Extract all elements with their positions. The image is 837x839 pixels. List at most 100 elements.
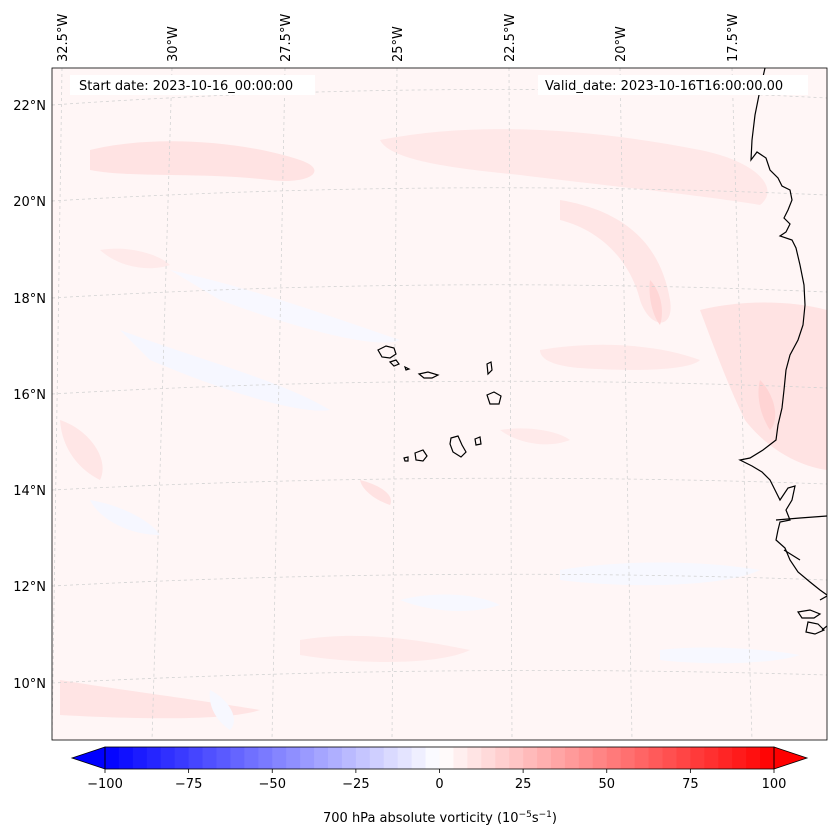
colorbar-segment: [467, 747, 482, 769]
colorbar-segment: [453, 747, 468, 769]
lat-label: 20°N: [13, 195, 46, 210]
colorbar-segment: [160, 747, 176, 769]
colorbar-segment: [105, 747, 120, 769]
colorbar-extend-max: [773, 746, 809, 770]
colorbar-tick-label: −50: [259, 777, 286, 792]
colorbar-segment: [718, 747, 733, 769]
colorbar-extend-min: [70, 746, 106, 770]
colorbar-tick-label: −75: [175, 777, 202, 792]
colorbar-segment: [690, 747, 705, 769]
colorbar-segment: [523, 747, 538, 769]
colorbar-segment: [272, 747, 287, 769]
african-coastline: [738, 68, 827, 635]
colorbar-segment: [118, 747, 134, 769]
colorbar-tick-label: −25: [342, 777, 369, 792]
colorbar-segment: [258, 747, 273, 769]
island-sal: [486, 361, 493, 376]
longitude-labels: 32.5°W 30°W 27.5°W 25°W 22.5°W 20°W 17.5…: [56, 14, 741, 62]
island-maio: [474, 436, 482, 446]
lat-label: 16°N: [13, 388, 46, 403]
colorbar-label: 700 hPa absolute vorticity (10−5s−1): [323, 810, 557, 826]
colorbar-segment: [746, 747, 761, 769]
colorbar-segment: [355, 747, 371, 769]
colorbar-segment: [481, 747, 496, 769]
colorbar-segment: [495, 747, 510, 769]
colorbar-segment: [216, 747, 231, 769]
colorbar-segment: [244, 747, 259, 769]
lon-label: 30°W: [166, 26, 181, 62]
map-frame: [51, 67, 828, 741]
colorbar-segment: [509, 747, 524, 769]
island-brava: [403, 456, 409, 462]
colorbar-segment: [676, 747, 691, 769]
lat-label: 22°N: [13, 99, 46, 114]
colorbar-segment: [202, 747, 217, 769]
colorbar-tick-label: −100: [87, 777, 123, 792]
colorbar-segment: [174, 747, 190, 769]
colorbar-segment: [146, 747, 162, 769]
colorbar-tick-label: 50: [598, 777, 615, 792]
colorbar-segment: [564, 747, 580, 769]
valid-date-box: [538, 75, 808, 95]
colorbar-segment: [314, 747, 329, 769]
latitude-labels: 22°N 20°N 18°N 16°N 14°N 12°N 10°N: [13, 99, 46, 692]
colorbar-tick-label: 25: [515, 777, 532, 792]
colorbar-tick-label: 75: [682, 777, 699, 792]
colorbar-tick-label: 0: [435, 777, 443, 792]
colorbar-segment: [286, 747, 301, 769]
lat-label: 12°N: [13, 580, 46, 595]
lon-label: 32.5°W: [56, 14, 71, 62]
colorbar-segment: [551, 747, 566, 769]
lon-label: 20°W: [614, 26, 629, 62]
lon-label: 25°W: [391, 26, 406, 62]
graticule: [52, 68, 827, 740]
colorbar-segment: [537, 747, 552, 769]
valid-date-text: Valid_date: 2023-10-16T16:00:00.00: [545, 79, 783, 94]
colorbar-segment: [620, 747, 636, 769]
vorticity-field: [60, 129, 827, 730]
start-date-box: [70, 75, 315, 95]
colorbar-segment: [662, 747, 677, 769]
island-sao-vicente: [388, 359, 400, 367]
island-fogo: [414, 449, 428, 462]
lon-label: 27.5°W: [279, 14, 294, 62]
island-sao-nicolau: [417, 371, 440, 379]
colorbar-segment: [704, 747, 719, 769]
lon-label: 17.5°W: [726, 14, 741, 62]
island-boa-vista: [486, 391, 502, 405]
colorbar-segment: [188, 747, 204, 769]
colorbar: −100 −75 −50 −25 0 25 50 75 100 700 hPa absolute…: [70, 746, 809, 826]
colorbar-ticks: −100 −75 −50 −25 0 25 50 75 100: [87, 769, 786, 792]
colorbar-segment: [592, 747, 608, 769]
island-santa-luzia: [403, 365, 411, 371]
colorbar-segment: [328, 747, 343, 769]
colorbar-segment: [648, 747, 663, 769]
colorbar-segment: [760, 747, 775, 769]
colorbar-segment: [300, 747, 315, 769]
lon-label: 22.5°W: [503, 14, 518, 62]
lat-label: 18°N: [13, 292, 46, 307]
colorbar-segment: [439, 747, 454, 769]
island-santo-antao: [377, 345, 397, 359]
map-panel: Start date: 2023-10-16_00:00:00 Valid_da…: [52, 68, 827, 740]
colorbar-segment: [606, 747, 622, 769]
colorbar-segment: [132, 747, 148, 769]
colorbar-tick-label: 100: [762, 777, 787, 792]
island-santiago: [449, 435, 467, 458]
cape-verde-islands: [377, 345, 502, 462]
colorbar-segment: [425, 747, 440, 769]
lat-label: 10°N: [13, 677, 46, 692]
colorbar-segment: [369, 747, 385, 769]
colorbar-segments: [105, 747, 775, 769]
colorbar-segment: [411, 747, 427, 769]
colorbar-segment: [230, 747, 245, 769]
colorbar-segment: [578, 747, 594, 769]
colorbar-segment: [383, 747, 399, 769]
colorbar-segment: [732, 747, 747, 769]
colorbar-segment: [634, 747, 650, 769]
lat-label: 14°N: [13, 484, 46, 499]
colorbar-segment: [397, 747, 413, 769]
start-date-text: Start date: 2023-10-16_00:00:00: [79, 79, 293, 94]
colorbar-segment: [341, 747, 357, 769]
